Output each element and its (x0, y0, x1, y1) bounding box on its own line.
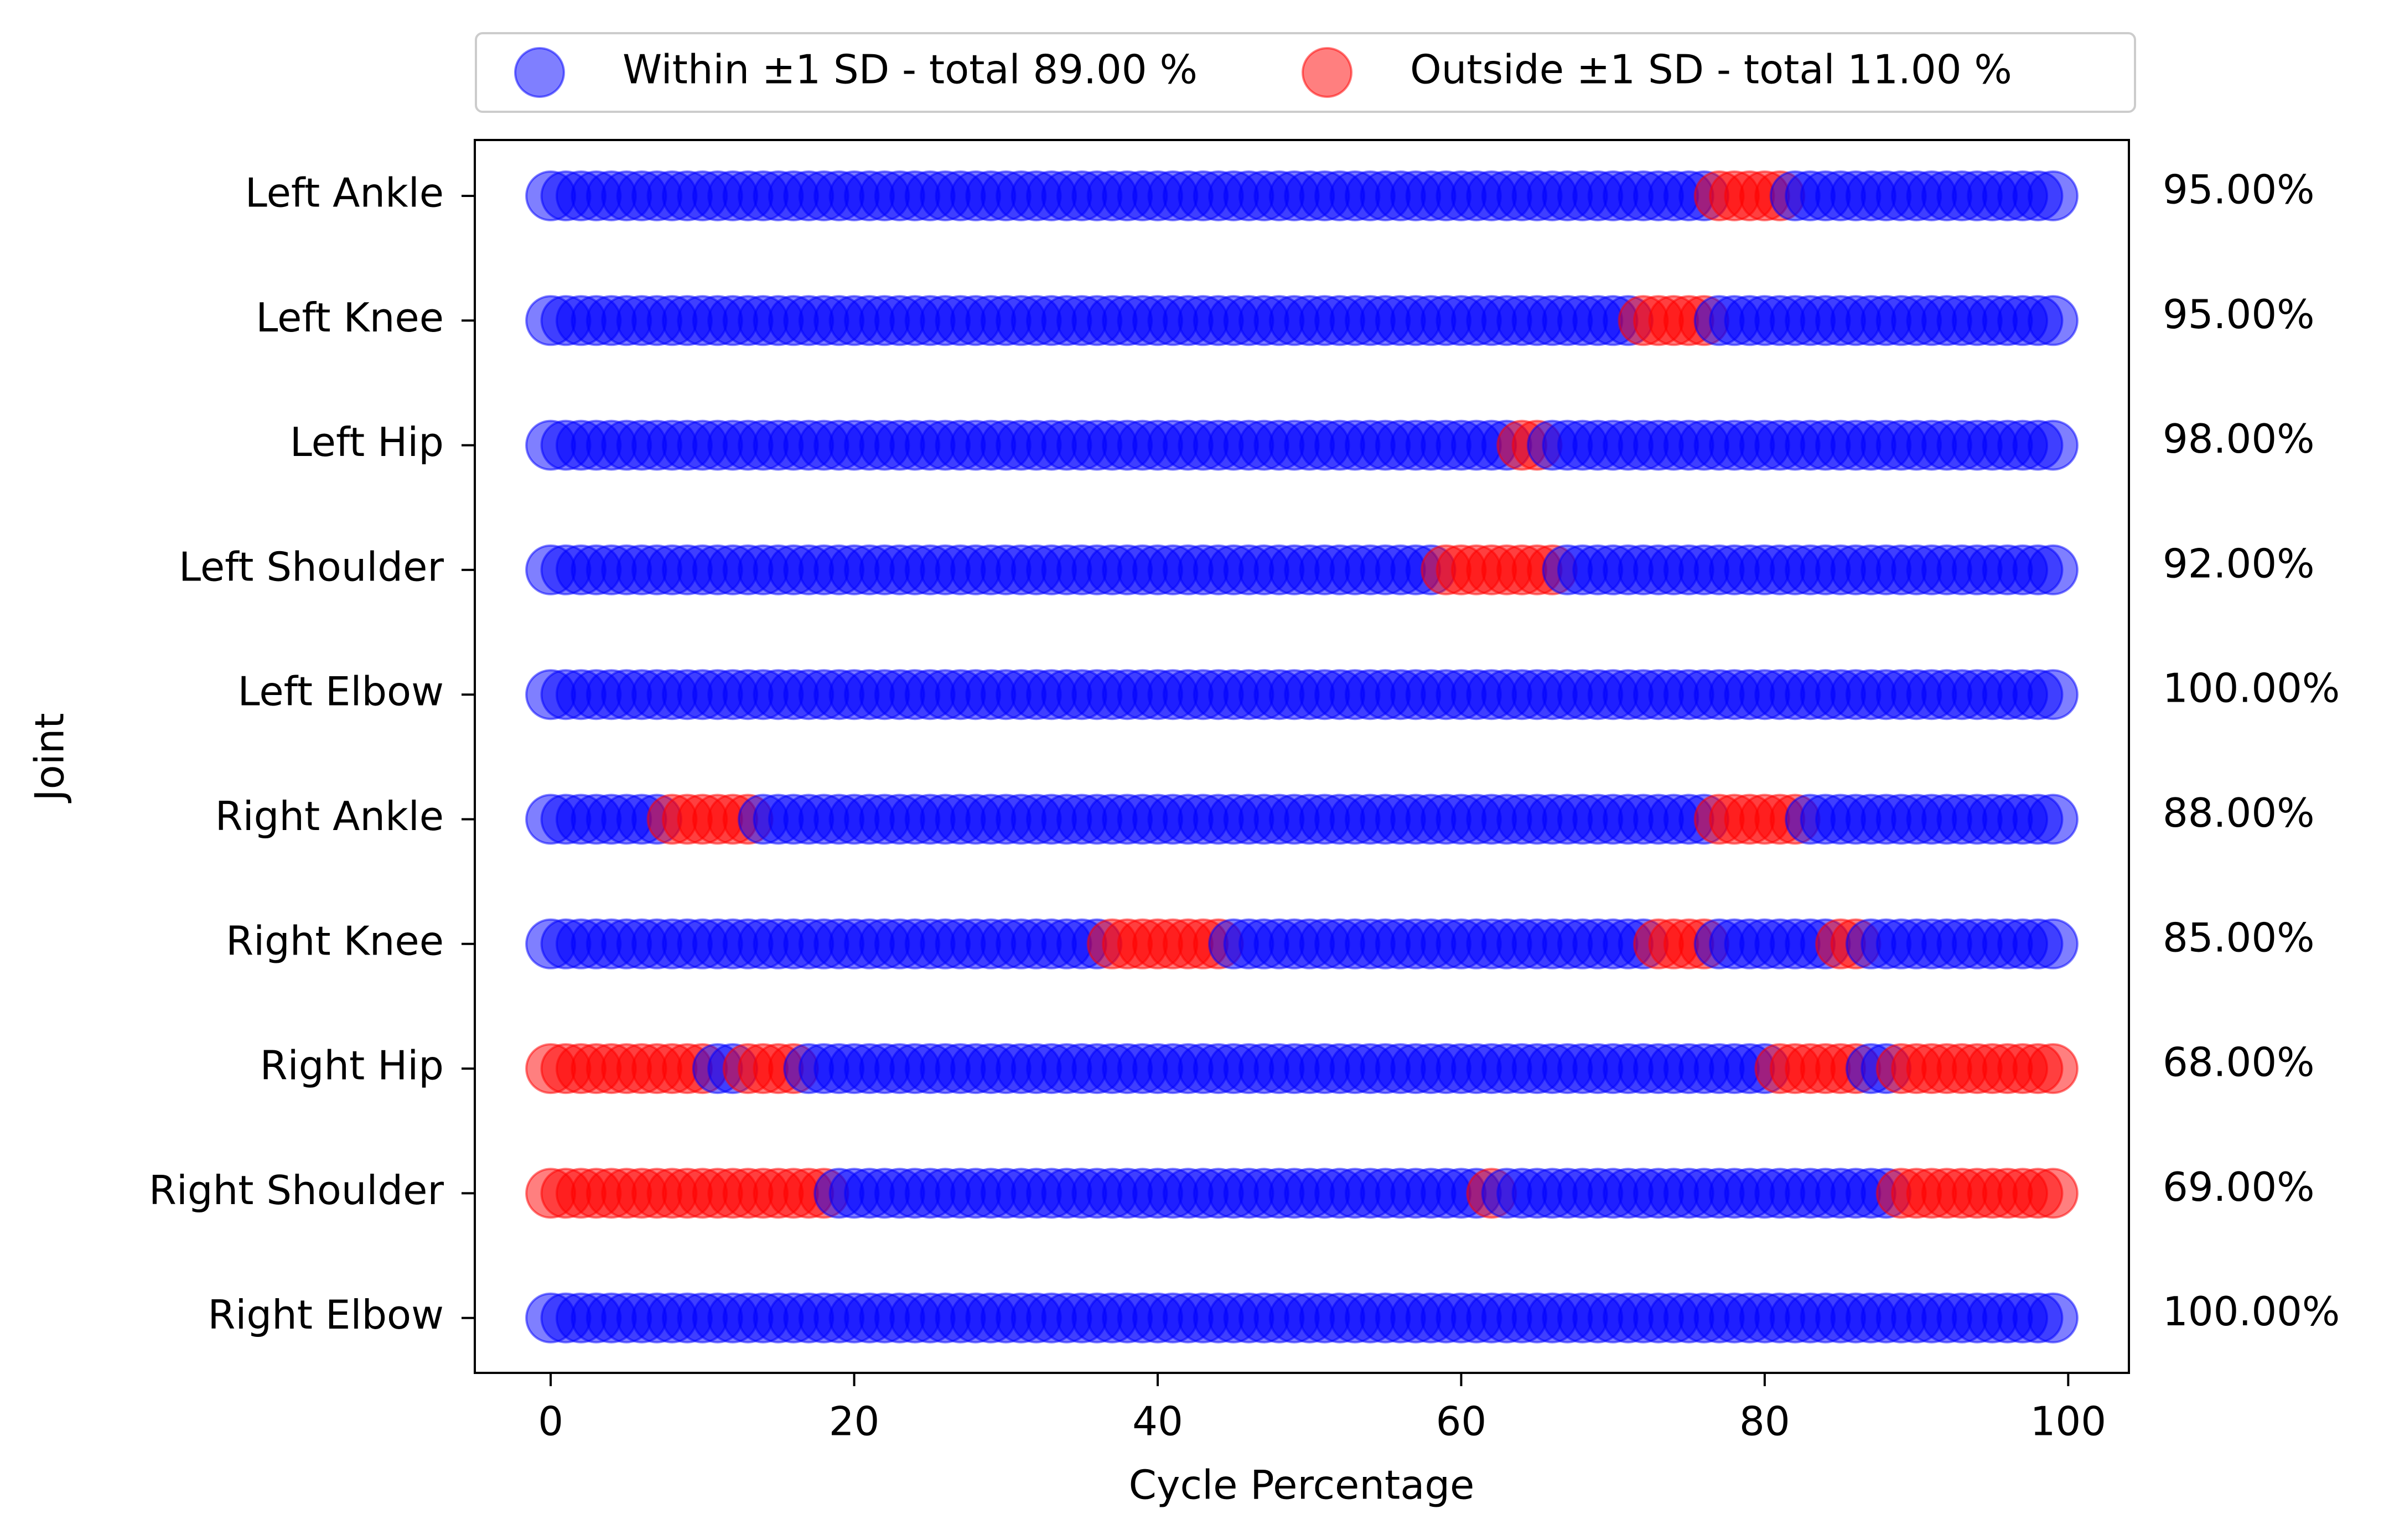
y-tick-label: Right Elbow (208, 1292, 444, 1338)
row-left-elbow: Left Elbow 100.00% (238, 665, 2340, 720)
within-point-left-knee (2027, 295, 2079, 346)
legend-outside-marker (1302, 47, 1352, 98)
y-tick-label: Left Ankle (245, 170, 444, 216)
y-tick-label: Left Elbow (238, 668, 444, 715)
y-axis-label: Joint (27, 713, 73, 803)
legend: Within ±1 SD - total 89.00 % Outside ±1 … (475, 32, 2136, 113)
percent-label: 100.00% (2163, 1288, 2340, 1335)
legend-within-label: Within ±1 SD - total 89.00 % (623, 46, 1198, 93)
y-tick-label: Right Ankle (215, 793, 444, 839)
within-point-right-knee (2027, 918, 2079, 969)
row-right-elbow: Right Elbow 100.00% (208, 1288, 2340, 1344)
row-right-ankle: Right Ankle 88.00% (215, 790, 2315, 845)
percent-label: 85.00% (2163, 914, 2315, 961)
y-tick-label: Left Knee (256, 294, 444, 341)
x-axis: 0 20 40 60 80 100 (538, 1373, 2106, 1445)
y-tick-label: Left Shoulder (179, 543, 444, 590)
x-axis-label: Cycle Percentage (1129, 1462, 1475, 1508)
outside-point-right-hip (2027, 1043, 2079, 1095)
within-point-right-elbow (2027, 1292, 2079, 1344)
percent-label: 68.00% (2163, 1039, 2315, 1086)
within-point-left-elbow (2027, 669, 2079, 720)
y-tick-label: Right Hip (260, 1043, 444, 1089)
y-tick-label: Left Hip (290, 419, 444, 465)
x-tick-label: 40 (1132, 1398, 1183, 1445)
percent-label: 95.00% (2163, 167, 2315, 213)
percent-label: 69.00% (2163, 1164, 2315, 1210)
plot-area-frame (474, 139, 2130, 1374)
percent-label: 95.00% (2163, 291, 2315, 338)
y-tick-label: Right Knee (226, 917, 444, 964)
y-tick-label: Right Shoulder (149, 1167, 444, 1214)
legend-outside-label: Outside ±1 SD - total 11.00 % (1410, 46, 2012, 93)
x-tick-label: 20 (829, 1398, 880, 1445)
row-right-shoulder: Right Shoulder 69.00% (149, 1164, 2315, 1219)
row-left-knee: Left Knee 95.00% (256, 291, 2315, 346)
within-point-right-ankle (2027, 794, 2079, 845)
x-tick-label: 60 (1436, 1398, 1487, 1445)
x-tick-label: 80 (1739, 1398, 1790, 1445)
legend-within-marker (514, 47, 565, 98)
percent-label: 88.00% (2163, 790, 2315, 836)
percent-label: 100.00% (2163, 665, 2340, 712)
row-left-ankle: Left Ankle 95.00% (245, 167, 2315, 221)
within-point-left-ankle (2027, 170, 2079, 221)
joint-rows: Left Ankle 95.00% Left Knee 95.00% Left Hip 9… (149, 167, 2340, 1344)
within-point-left-shoulder (2027, 544, 2079, 595)
x-tick-label: 0 (538, 1398, 563, 1445)
percent-label: 92.00% (2163, 540, 2315, 587)
row-left-shoulder: Left Shoulder 92.00% (179, 540, 2315, 595)
row-right-hip: Right Hip 68.00% (260, 1039, 2315, 1095)
outside-point-right-shoulder (2027, 1168, 2079, 1219)
x-tick-label: 100 (2030, 1398, 2106, 1445)
percent-label: 98.00% (2163, 416, 2315, 462)
row-right-knee: Right Knee 85.00% (226, 914, 2315, 969)
within-point-left-hip (2027, 419, 2079, 471)
row-left-hip: Left Hip 98.00% (290, 416, 2315, 471)
